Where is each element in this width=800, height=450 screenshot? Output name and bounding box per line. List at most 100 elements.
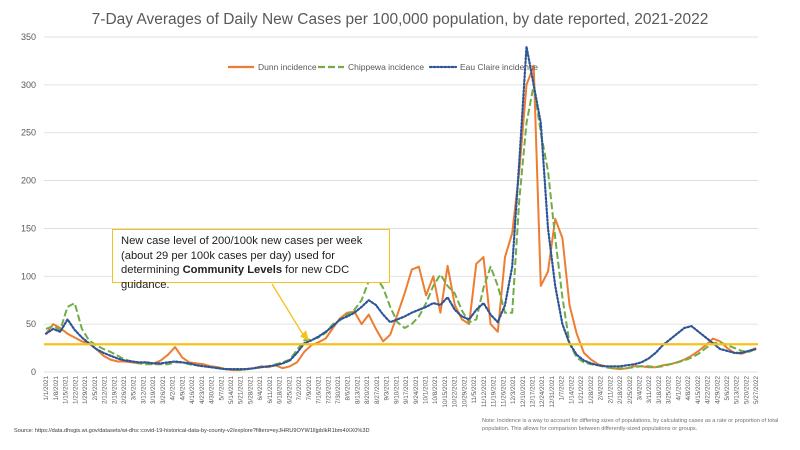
x-tick-label: 7/9/2021: [306, 376, 313, 401]
x-tick-label: 4/9/2021: [179, 376, 186, 401]
annotation-arrowhead: [300, 330, 309, 342]
x-tick-label: 12/10/2021: [520, 376, 527, 408]
y-tick-label: 350: [21, 32, 36, 42]
x-tick-label: 3/18/2022: [656, 376, 663, 405]
x-tick-label: 1/28/2022: [588, 376, 595, 405]
x-tick-label: 3/19/2021: [150, 376, 157, 405]
x-tick-label: 10/29/2021: [461, 376, 468, 408]
annotation-text: New case level of 200/100k new cases per…: [121, 235, 363, 276]
gridlines: [44, 36, 758, 373]
x-tick-label: 12/24/2021: [539, 376, 546, 408]
source-text: Source: https://data.dhsgis.wi.gov/datas…: [14, 428, 370, 434]
x-tick-label: 6/4/2021: [257, 376, 264, 401]
x-tick-label: 2/25/2022: [627, 376, 634, 405]
x-tick-label: 6/25/2021: [286, 376, 293, 405]
x-tick-label: 8/20/2021: [364, 376, 371, 405]
annotation-text-end: for new CDC guidance.: [121, 264, 350, 291]
x-tick-label: 9/17/2021: [403, 376, 410, 405]
x-tick-label: 5/6/2022: [724, 376, 731, 401]
x-tick-label: 4/16/2021: [189, 376, 196, 405]
annotation-box: New case level of 200/100k new cases per…: [112, 229, 390, 291]
series-line-eau-claire-incidence: [44, 45, 758, 371]
x-tick-label: 2/18/2022: [617, 376, 624, 405]
x-tick-label: 2/4/2022: [598, 376, 605, 401]
x-tick-label: 5/21/2021: [238, 376, 245, 405]
y-tick-label: 150: [21, 223, 36, 233]
x-tick-label: 3/5/2021: [131, 376, 138, 401]
y-tick-label: 100: [21, 271, 36, 281]
x-tick-label: 7/30/2021: [335, 376, 342, 405]
x-tick-label: 11/5/2021: [471, 376, 478, 404]
x-tick-label: 1/29/2021: [82, 376, 89, 405]
x-tick-label: 2/12/2021: [102, 376, 109, 405]
x-tick-label: 10/22/2021: [452, 376, 459, 408]
x-tick-label: 12/3/2021: [510, 376, 517, 405]
series-line-chippewa-incidence: [45, 83, 757, 372]
x-tick-label: 2/11/2022: [607, 376, 614, 404]
x-tick-label: 6/18/2021: [277, 376, 284, 405]
y-axis: 0 50 100 150 200 250 300 350: [21, 32, 36, 377]
series-lines: [44, 45, 758, 372]
x-tick-label: 12/31/2021: [549, 376, 556, 408]
annotation-arrow: [271, 283, 305, 337]
y-tick-label: 0: [31, 367, 36, 377]
x-tick-label: 10/1/2021: [423, 376, 430, 405]
legend-label: Chippewa incidence: [348, 62, 424, 72]
y-tick-label: 250: [21, 128, 36, 138]
x-tick-label: 5/13/2022: [734, 376, 741, 405]
x-tick-label: 9/3/2021: [384, 376, 391, 401]
x-tick-label: 8/6/2021: [345, 376, 352, 401]
x-tick-label: 3/11/2022: [646, 376, 653, 404]
x-tick-label: 4/23/2021: [199, 376, 206, 405]
annotation-bold: Community Levels: [182, 264, 283, 276]
x-tick-label: 5/27/2022: [753, 376, 760, 405]
x-tick-label: 2/26/2021: [121, 376, 128, 405]
x-tick-label: 11/12/2021: [481, 376, 488, 408]
note-text: Note: Incidence is a way to account for …: [482, 418, 779, 432]
x-tick-label: 6/11/2021: [267, 376, 274, 404]
x-tick-label: 9/10/2021: [393, 376, 400, 405]
y-tick-label: 300: [21, 80, 36, 90]
x-tick-label: 1/8/2021: [53, 376, 60, 401]
x-tick-label: 4/15/2022: [695, 376, 702, 405]
x-tick-label: 1/14/2022: [568, 376, 575, 405]
x-tick-label: 10/8/2021: [432, 376, 439, 405]
x-tick-label: 3/26/2021: [160, 376, 167, 405]
legend-label: Dunn incidence: [258, 62, 317, 72]
x-tick-label: 5/7/2021: [218, 376, 225, 401]
legend-label: Eau Claire incidence: [460, 62, 538, 72]
x-tick-label: 4/29/2022: [714, 376, 721, 405]
x-tick-label: 1/1/2021: [43, 376, 50, 401]
x-tick-label: 9/24/2021: [413, 376, 420, 405]
x-tick-label: 1/22/2021: [72, 376, 79, 405]
x-tick-label: 2/19/2021: [111, 376, 118, 405]
x-tick-label: 12/17/2021: [530, 376, 537, 408]
x-tick-label: 4/22/2022: [705, 376, 712, 405]
x-tick-label: 2/5/2021: [92, 376, 99, 401]
x-tick-label: 10/15/2021: [442, 376, 449, 408]
x-tick-label: 1/7/2022: [559, 376, 566, 401]
y-tick-label: 200: [21, 176, 36, 186]
x-tick-label: 11/26/2021: [500, 376, 507, 408]
chart-title: 7-Day Averages of Daily New Cases per 10…: [92, 11, 709, 28]
y-tick-label: 50: [26, 319, 36, 329]
x-tick-label: 3/4/2022: [637, 376, 644, 401]
x-tick-label: 7/2/2021: [296, 376, 303, 401]
x-tick-label: 5/14/2021: [228, 376, 235, 405]
x-tick-label: 7/23/2021: [325, 376, 332, 405]
legend: Dunn incidence Chippewa incidence Eau Clai…: [228, 62, 538, 72]
x-tick-label: 3/12/2021: [141, 376, 148, 405]
x-axis: 1/1/2021 1/8/2021 1/15/2021 1/22/2021 1/29/2…: [43, 376, 760, 408]
x-tick-label: 4/30/2021: [209, 376, 216, 405]
x-tick-label: 4/8/2022: [685, 376, 692, 401]
x-tick-label: 11/19/2021: [491, 376, 498, 408]
x-tick-label: 8/27/2021: [374, 376, 381, 405]
x-tick-label: 4/1/2022: [675, 376, 682, 401]
x-tick-label: 7/16/2021: [316, 376, 323, 405]
x-tick-label: 8/13/2021: [354, 376, 361, 405]
x-tick-label: 3/25/2022: [666, 376, 673, 405]
x-tick-label: 5/20/2022: [744, 376, 751, 405]
x-tick-label: 4/2/2021: [170, 376, 177, 401]
x-tick-label: 1/15/2021: [63, 376, 70, 405]
